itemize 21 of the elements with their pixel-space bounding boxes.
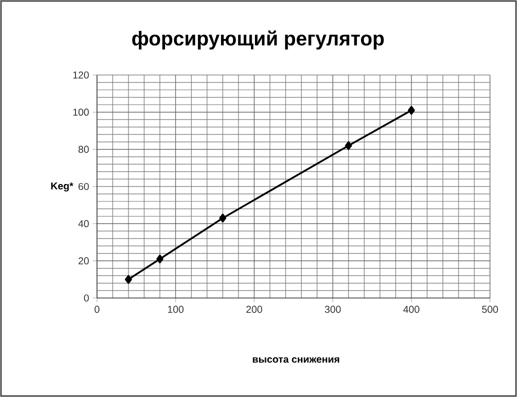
y-tick-label: 0 [84,294,89,302]
x-axis-title: высота снижения [252,357,340,363]
x-tick-label: 100 [168,306,184,313]
x-tick-label: 500 [482,306,498,313]
y-axis-title: Keg* [51,182,74,192]
x-tick-label: 0 [94,306,100,313]
point [156,254,164,264]
point [408,106,415,115]
chart-title: форсирующий регулятор [132,30,384,50]
point [344,141,352,150]
y-tick-label: 20 [78,257,89,264]
x-tick-label: 400 [403,306,420,313]
x-tick-label: 300 [324,306,341,313]
y-tick-label: 80 [78,146,89,153]
point [219,214,226,222]
point [124,275,132,284]
x-tick-label: 200 [246,306,262,313]
y-tick-label: 60 [78,182,89,190]
y-tick-label: 120 [73,71,89,79]
y-tick-label: 100 [73,108,89,116]
y-tick-label: 40 [78,220,89,228]
